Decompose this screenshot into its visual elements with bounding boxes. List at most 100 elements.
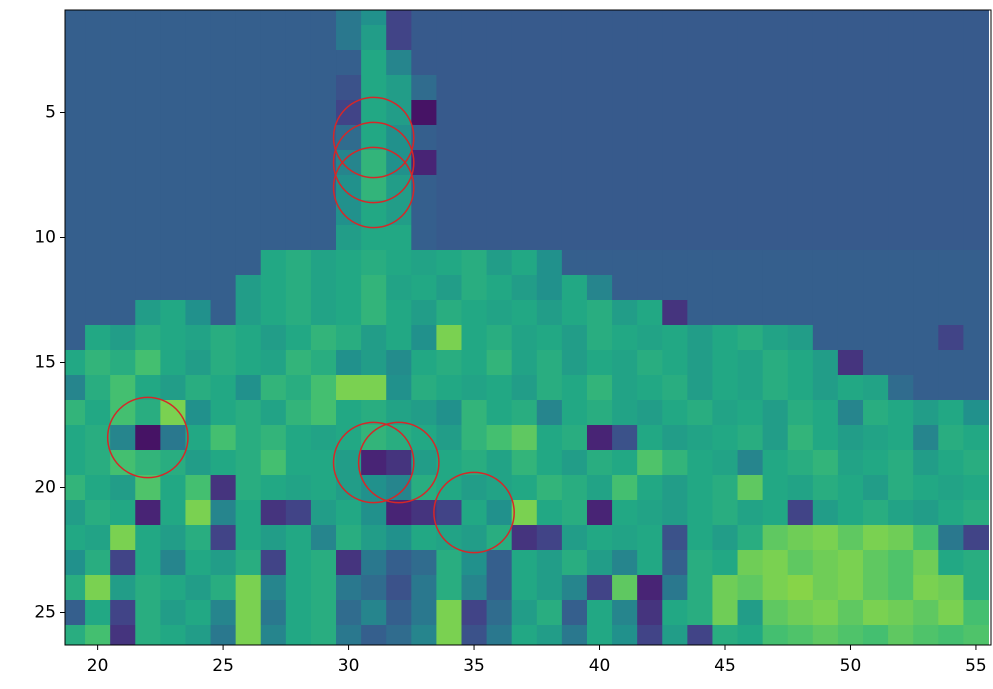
cell xyxy=(310,175,337,201)
cell xyxy=(486,300,513,326)
cell xyxy=(687,400,713,426)
cell xyxy=(336,200,362,226)
cell xyxy=(612,75,638,101)
cell xyxy=(561,200,588,226)
cell xyxy=(812,500,839,526)
cell xyxy=(837,500,864,526)
cell xyxy=(285,550,312,576)
circle-marker xyxy=(332,121,415,204)
cell xyxy=(285,250,312,276)
cell xyxy=(361,475,387,501)
cell xyxy=(411,75,437,101)
cell xyxy=(511,150,538,176)
cell xyxy=(65,225,86,251)
cell xyxy=(486,50,513,76)
cell xyxy=(662,625,688,645)
cell xyxy=(938,575,964,601)
cell xyxy=(687,275,713,301)
cell xyxy=(65,400,86,426)
cell xyxy=(687,425,713,451)
cell xyxy=(361,10,387,26)
cell xyxy=(888,50,914,76)
cell xyxy=(210,625,237,645)
cell xyxy=(812,125,839,151)
y-tick-label: 25 xyxy=(34,603,56,623)
cell xyxy=(687,375,713,401)
cell xyxy=(737,450,764,476)
cell xyxy=(963,225,989,251)
cell xyxy=(712,250,739,276)
x-tick-label: 50 xyxy=(840,656,862,676)
cell xyxy=(185,10,212,26)
cell xyxy=(461,75,488,101)
cell xyxy=(235,350,262,376)
cell xyxy=(762,175,789,201)
cell xyxy=(913,500,939,526)
cell xyxy=(536,450,563,476)
cell xyxy=(586,225,613,251)
cell xyxy=(310,300,337,326)
cell xyxy=(310,75,337,101)
cell xyxy=(160,125,186,151)
cell xyxy=(235,75,262,101)
cell xyxy=(913,125,939,151)
cell xyxy=(787,10,814,26)
cell xyxy=(210,300,237,326)
cell xyxy=(536,550,563,576)
cell xyxy=(586,600,613,626)
cell xyxy=(285,375,312,401)
cell xyxy=(85,325,111,351)
cell xyxy=(812,325,839,351)
cell xyxy=(436,550,462,576)
cell xyxy=(863,300,889,326)
cell xyxy=(65,325,86,351)
cell xyxy=(310,475,337,501)
cell xyxy=(336,550,362,576)
cell xyxy=(938,550,964,576)
cell xyxy=(837,50,864,76)
cell xyxy=(863,375,889,401)
cell xyxy=(486,475,513,501)
cell xyxy=(812,10,839,26)
cell xyxy=(85,200,111,226)
cell xyxy=(536,300,563,326)
cell xyxy=(386,275,412,301)
cell xyxy=(737,525,764,551)
cell xyxy=(913,600,939,626)
cell xyxy=(687,125,713,151)
cell xyxy=(135,125,161,151)
cell xyxy=(787,400,814,426)
cell xyxy=(361,575,387,601)
cell xyxy=(135,200,161,226)
cell xyxy=(486,500,513,526)
cell xyxy=(586,200,613,226)
cell xyxy=(310,10,337,26)
cell xyxy=(461,625,488,645)
cell xyxy=(65,600,86,626)
cell xyxy=(511,375,538,401)
cell xyxy=(411,250,437,276)
cell xyxy=(461,225,488,251)
cell xyxy=(210,125,237,151)
cell xyxy=(436,400,462,426)
cell xyxy=(837,550,864,576)
cell xyxy=(85,300,111,326)
cell xyxy=(536,125,563,151)
cell xyxy=(888,600,914,626)
cell xyxy=(336,225,362,251)
cell xyxy=(612,425,638,451)
cell xyxy=(938,500,964,526)
cell xyxy=(637,275,663,301)
cell xyxy=(637,150,663,176)
cell xyxy=(486,200,513,226)
cell xyxy=(235,250,262,276)
cell xyxy=(260,450,287,476)
cell xyxy=(411,225,437,251)
cell xyxy=(235,50,262,76)
cell xyxy=(561,500,588,526)
cell xyxy=(888,175,914,201)
cell xyxy=(110,250,136,276)
cell xyxy=(110,400,136,426)
cell xyxy=(411,275,437,301)
